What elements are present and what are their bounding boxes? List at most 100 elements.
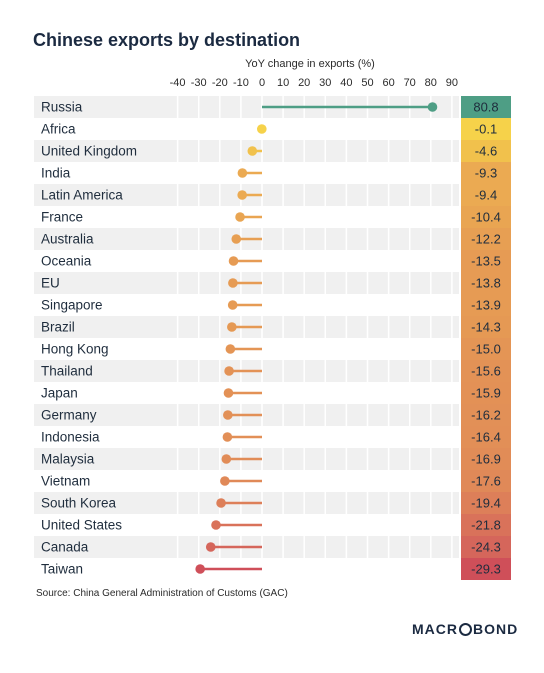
category-label: Oceania bbox=[41, 254, 92, 269]
category-label: Indonesia bbox=[41, 430, 100, 445]
value-box bbox=[461, 360, 511, 382]
value-label: -16.4 bbox=[471, 430, 501, 445]
value-box bbox=[461, 470, 511, 492]
lollipop-dot bbox=[223, 410, 233, 420]
x-tick-label: 60 bbox=[382, 77, 394, 89]
value-box bbox=[461, 294, 511, 316]
value-label: -29.3 bbox=[471, 562, 501, 577]
lollipop-dot bbox=[225, 344, 236, 354]
x-tick-label: 80 bbox=[425, 77, 437, 89]
lollipop-dot bbox=[256, 124, 267, 134]
lollipop-dot bbox=[223, 388, 234, 398]
value-label: -13.8 bbox=[471, 276, 501, 291]
lollipop-dot bbox=[222, 432, 233, 442]
value-box bbox=[461, 426, 511, 448]
category-label: Hong Kong bbox=[41, 342, 109, 357]
value-label: -21.8 bbox=[471, 518, 501, 533]
value-label: -17.6 bbox=[471, 474, 501, 489]
x-tick-label: 50 bbox=[361, 77, 373, 89]
lollipop-dot bbox=[227, 300, 238, 310]
value-box bbox=[461, 96, 511, 118]
value-box bbox=[461, 338, 511, 360]
value-label: -10.4 bbox=[471, 210, 501, 225]
x-tick-label: 0 bbox=[259, 77, 265, 89]
value-label: -16.2 bbox=[471, 408, 501, 423]
lollipop-dot bbox=[205, 542, 216, 552]
value-label: -19.4 bbox=[471, 496, 501, 511]
lollipop-dot bbox=[228, 256, 239, 266]
category-label: Africa bbox=[41, 122, 76, 137]
lollipop-dot bbox=[224, 366, 234, 376]
x-tick-label: 10 bbox=[277, 77, 289, 89]
value-box bbox=[461, 448, 511, 470]
value-box bbox=[461, 206, 511, 228]
category-label: EU bbox=[41, 276, 60, 291]
lollipop-dots bbox=[195, 102, 438, 574]
value-label: -9.3 bbox=[475, 166, 497, 181]
value-label: -0.1 bbox=[475, 122, 497, 137]
category-label: Australia bbox=[41, 232, 94, 247]
value-box bbox=[461, 118, 511, 140]
category-label: South Korea bbox=[41, 496, 117, 511]
lollipop-dot bbox=[220, 476, 230, 486]
category-label: Latin America bbox=[41, 188, 123, 203]
chart-title: Chinese exports by destination bbox=[33, 30, 301, 50]
value-box bbox=[461, 316, 511, 338]
lollipop-dot bbox=[195, 564, 205, 574]
category-label: India bbox=[41, 166, 71, 181]
value-box bbox=[461, 250, 511, 272]
value-box bbox=[461, 272, 511, 294]
category-label: Malaysia bbox=[41, 452, 95, 467]
value-label: -12.2 bbox=[471, 232, 501, 247]
lollipop-dot bbox=[216, 498, 226, 508]
lollipop-dot bbox=[211, 520, 221, 530]
value-box bbox=[461, 162, 511, 184]
x-tick-label: 70 bbox=[404, 77, 416, 89]
row-background bbox=[34, 140, 459, 162]
macrobond-logo: MACR BOND bbox=[412, 621, 518, 637]
lollipop-dot bbox=[427, 102, 438, 112]
value-label: -15.6 bbox=[471, 364, 501, 379]
x-tick-label: -40 bbox=[170, 77, 186, 89]
lollipop-dot bbox=[235, 212, 245, 222]
brand-o-icon bbox=[459, 622, 472, 636]
category-label: Taiwan bbox=[41, 562, 83, 577]
x-tick-label: 90 bbox=[446, 77, 458, 89]
x-tick-label: 20 bbox=[298, 77, 310, 89]
x-tick-label: -20 bbox=[212, 77, 228, 89]
value-label: -16.9 bbox=[471, 452, 501, 467]
brand-text-start: MACR bbox=[412, 621, 458, 637]
row-background bbox=[34, 96, 459, 118]
value-label: -15.9 bbox=[471, 386, 501, 401]
value-label: -24.3 bbox=[471, 540, 501, 555]
category-label: Germany bbox=[41, 408, 97, 423]
category-label: Russia bbox=[41, 100, 83, 115]
lollipop-dot bbox=[237, 168, 248, 178]
category-label: Thailand bbox=[41, 364, 93, 379]
value-box bbox=[461, 140, 511, 162]
value-label: -14.3 bbox=[471, 320, 501, 335]
lollipop-dot bbox=[231, 234, 242, 244]
category-label: France bbox=[41, 210, 83, 225]
value-label: -13.9 bbox=[471, 298, 501, 313]
lollipop-dot bbox=[228, 278, 238, 288]
value-box bbox=[461, 228, 511, 250]
x-tick-label: -10 bbox=[233, 77, 249, 89]
value-boxes: 80.8 -0.1 -4.6 -9.3 -9.4 -10.4 -12.2 -13.5 -13.8… bbox=[461, 96, 511, 580]
category-label: Vietnam bbox=[41, 474, 90, 489]
value-box bbox=[461, 492, 511, 514]
category-labels: Russia Africa United Kingdom India Latin Ame… bbox=[41, 100, 137, 577]
value-label: -4.6 bbox=[475, 144, 497, 159]
x-axis-label: YoY change in exports (%) bbox=[245, 58, 375, 70]
value-box bbox=[461, 382, 511, 404]
category-label: United Kingdom bbox=[41, 144, 137, 159]
x-tick-label: -30 bbox=[191, 77, 207, 89]
category-label: Singapore bbox=[41, 298, 103, 313]
value-box bbox=[461, 558, 511, 580]
category-label: Japan bbox=[41, 386, 78, 401]
value-label: 80.8 bbox=[473, 100, 498, 115]
x-tick-label: 40 bbox=[340, 77, 352, 89]
lollipop-dot bbox=[237, 190, 247, 200]
value-label: -13.5 bbox=[471, 254, 501, 269]
x-tick-label: 30 bbox=[319, 77, 331, 89]
